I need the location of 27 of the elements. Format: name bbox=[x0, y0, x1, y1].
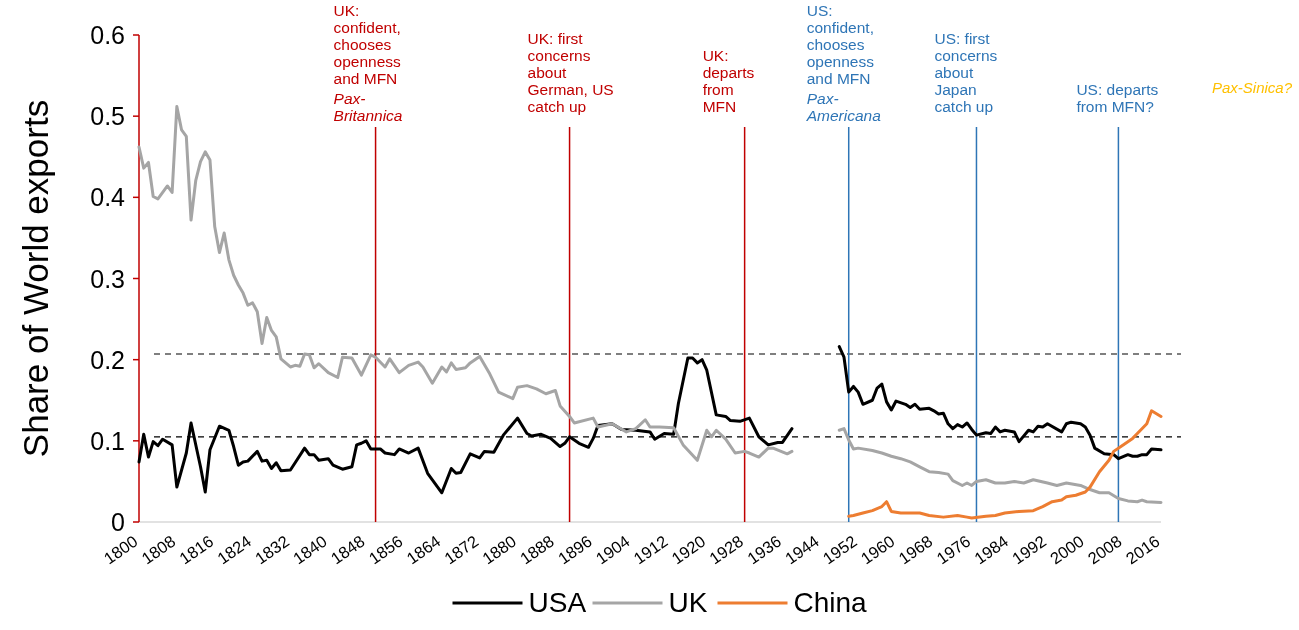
line-series bbox=[847, 409, 1163, 520]
ref-line-label: UK: departs from MFN bbox=[702, 47, 755, 115]
annotation: Pax- Britannica bbox=[333, 90, 403, 125]
text: Pax-Sinica? bbox=[1212, 79, 1293, 96]
y-tick-label: 0.5 bbox=[90, 102, 125, 131]
ref-line-label: US: first concerns about Japan catch up bbox=[934, 30, 998, 115]
x-tick-label: 1912 bbox=[630, 531, 671, 568]
ref-line-label: US: confident, chooses openness and MFN bbox=[806, 2, 875, 87]
y-tick-label: 0.1 bbox=[90, 426, 125, 455]
x-tick-label: 1904 bbox=[592, 531, 633, 568]
legend-label: USA bbox=[528, 587, 587, 618]
x-tick-label: 1968 bbox=[895, 531, 936, 568]
x-tick-label: 1856 bbox=[365, 531, 406, 568]
y-tick-label: 0.3 bbox=[90, 264, 125, 293]
ref-line-label: UK: confident, chooses openness and MFN bbox=[333, 2, 402, 87]
y-axis-title: Share of World exports bbox=[16, 99, 55, 458]
legend-label: China bbox=[793, 587, 868, 618]
annotation: Pax- Americana bbox=[805, 90, 882, 125]
legend-label: UK bbox=[668, 587, 708, 618]
y-tick-label: 0.2 bbox=[90, 345, 125, 374]
x-tick-label: 1808 bbox=[138, 531, 179, 568]
x-tick-label: 1960 bbox=[857, 531, 898, 568]
y-tick-label: 0.4 bbox=[90, 183, 126, 212]
y-tick-label: 0.6 bbox=[90, 21, 125, 49]
ref-line-label: UK: first concerns about German, US catch up bbox=[527, 30, 614, 115]
ref-line-label: US: departs from MFN? bbox=[1076, 81, 1159, 115]
x-tick-label: 1848 bbox=[327, 531, 368, 568]
